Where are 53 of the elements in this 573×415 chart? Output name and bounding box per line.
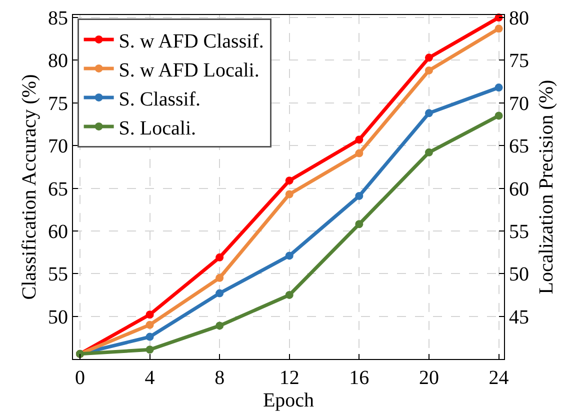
point (146, 346, 154, 354)
x-tick-label: 20 (418, 367, 439, 389)
y-tick-label: 85 (48, 8, 68, 30)
x-tick-label: 0 (74, 367, 85, 389)
y-tick-label: 60 (48, 220, 68, 243)
point (216, 274, 224, 282)
y-tick-label: 50 (48, 306, 68, 328)
point (494, 112, 503, 120)
point (146, 320, 154, 329)
point (285, 290, 294, 299)
point (355, 149, 364, 158)
x-axis-title: Epoch (262, 390, 314, 412)
x-tick-label: 24 (488, 367, 509, 389)
y2-axis-title: Localization Precision (%) (536, 80, 558, 294)
point (424, 109, 433, 118)
legend-label: S. w AFD Classif. (118, 30, 264, 52)
y-tick-label: 80 (48, 50, 68, 72)
point (146, 310, 154, 319)
y-tick-label: 65 (48, 178, 68, 200)
point (355, 136, 364, 144)
point (285, 176, 294, 185)
point (424, 54, 433, 62)
y2-tick-label: 45 (509, 306, 529, 328)
y-axis-title: Classification Accuracy (%) (18, 74, 40, 300)
x-tick-label: 16 (349, 367, 370, 389)
y2-tick-label: 70 (509, 92, 529, 115)
point (285, 252, 294, 260)
y-tick-label: 55 (48, 264, 68, 286)
point (216, 253, 224, 262)
legend-label: S. w AFD Locali. (118, 59, 260, 82)
point (494, 24, 503, 33)
y2-tick-label: 55 (509, 220, 529, 243)
y2-tick-label: 65 (509, 136, 529, 158)
x-tick-label: 4 (144, 367, 155, 389)
y2-tick-label: 50 (509, 264, 529, 286)
y2-tick-label: 60 (509, 178, 529, 200)
point (285, 190, 294, 198)
x-tick-label: 12 (279, 367, 300, 389)
point (146, 332, 154, 341)
y2-tick-label: 75 (509, 50, 529, 72)
legend-label: S. Locali. (118, 117, 196, 140)
point (355, 192, 364, 200)
legend-label: S. Classif. (118, 88, 200, 110)
point (355, 220, 364, 228)
x-tick-label: 8 (214, 367, 225, 389)
point (424, 66, 433, 74)
y2-tick-label: 80 (509, 8, 529, 30)
point (216, 322, 224, 330)
point (494, 84, 503, 92)
y-tick-label: 70 (48, 136, 68, 158)
point (424, 148, 433, 156)
point (216, 289, 224, 298)
y-tick-label: 75 (48, 92, 68, 115)
